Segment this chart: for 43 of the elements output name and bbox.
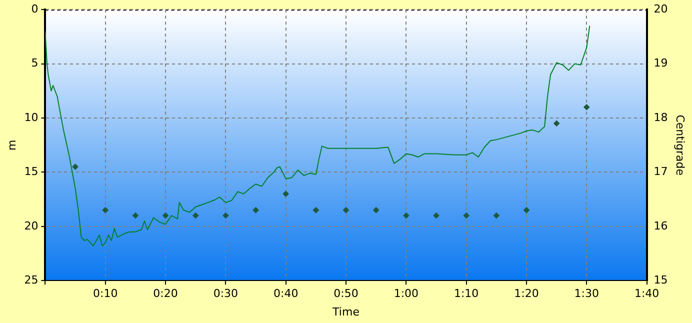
y-tick-label: 10	[24, 110, 38, 124]
y2-tick-label: 15	[654, 273, 668, 286]
point	[72, 164, 78, 170]
x-axis-title: Time	[332, 305, 360, 318]
y-tick-label: 15	[24, 165, 38, 178]
x-tick-label: 1:30	[574, 287, 599, 300]
x-tick-label: 0:50	[334, 287, 358, 300]
y2-tick-label: 19	[654, 56, 668, 70]
point	[343, 207, 349, 214]
point	[554, 120, 560, 126]
y-tick-label: 20	[24, 219, 38, 232]
point	[102, 207, 108, 214]
y-tick-label: 5	[31, 56, 38, 70]
point	[192, 212, 199, 219]
point	[373, 207, 380, 214]
point	[162, 212, 169, 219]
point	[132, 212, 138, 219]
x-tick-label: 1:00	[394, 287, 419, 300]
y2-tick-label: 16	[654, 219, 668, 232]
x-tick-label: 1:20	[514, 287, 539, 300]
point	[403, 212, 410, 219]
point	[282, 190, 289, 197]
x-tick-label: 1:10	[454, 287, 479, 300]
y2-tick-label: 17	[654, 165, 668, 178]
point	[312, 207, 319, 214]
x-tick-label: 1:40	[634, 287, 660, 300]
point	[222, 212, 229, 219]
point	[463, 212, 470, 219]
point	[252, 207, 259, 214]
y-tick-label: 25	[24, 273, 38, 286]
point	[433, 212, 440, 219]
y2-tick-label: 18	[654, 110, 668, 124]
y-tick-label: 0	[31, 2, 38, 16]
x-tick-label: 0:10	[93, 287, 118, 300]
point	[493, 212, 500, 219]
y2-axis-title: Centigrade	[674, 114, 687, 176]
y2-tick-label: 20	[654, 2, 668, 16]
point	[584, 104, 590, 110]
x-tick-label: 0:20	[153, 287, 178, 300]
x-tick-label: 0:40	[273, 287, 298, 300]
x-tick-label: 0:30	[213, 287, 238, 300]
point	[523, 207, 530, 214]
y-axis-title: m	[5, 140, 18, 150]
